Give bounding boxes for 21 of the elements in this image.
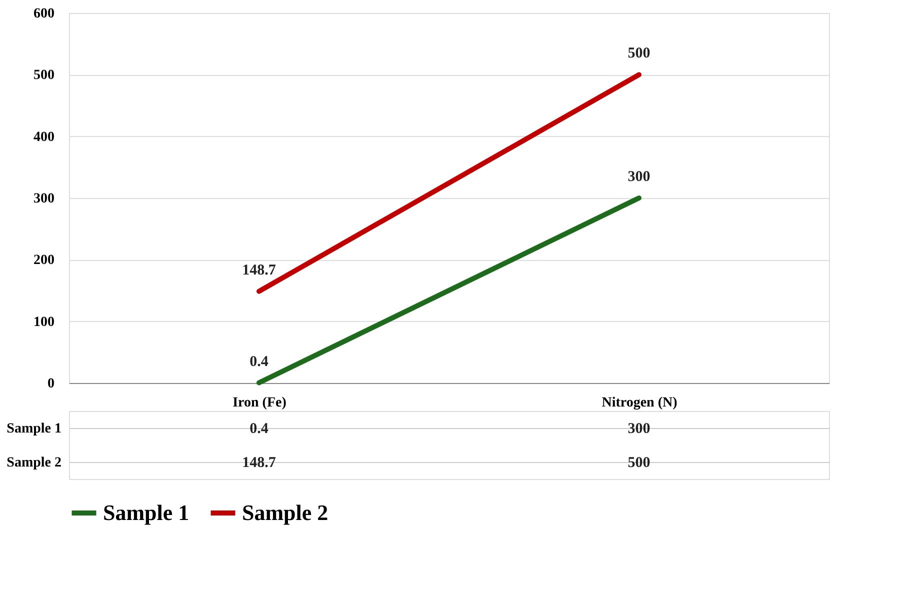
text: 500 [628, 455, 650, 471]
y-tick-label: 200 [34, 253, 54, 268]
data-label: 148.7 [242, 262, 276, 278]
y-tick-label: 500 [34, 68, 54, 84]
x-tick-label: Nitrogen (N) [602, 396, 678, 410]
data-label: 300 [628, 169, 650, 185]
y-tick-label: 300 [34, 192, 54, 206]
text: 300 [628, 421, 650, 437]
legend-label: Sample 1 [103, 500, 190, 525]
text: Sample 1 [6, 422, 62, 436]
data-label: 500 [628, 46, 650, 62]
data-label: 0.4 [250, 354, 269, 370]
y-tick-label: 0 [48, 376, 54, 392]
text: Sample 2 [6, 456, 62, 470]
text: 0.4 [250, 421, 269, 437]
y-tick-label: 400 [34, 130, 54, 145]
text: 148.7 [242, 455, 276, 471]
y-tick-label: 600 [34, 6, 54, 22]
x-tick-label: Iron (Fe) [232, 396, 287, 410]
y-tick-label: 100 [34, 314, 54, 330]
legend-label: Sample 2 [242, 500, 328, 525]
